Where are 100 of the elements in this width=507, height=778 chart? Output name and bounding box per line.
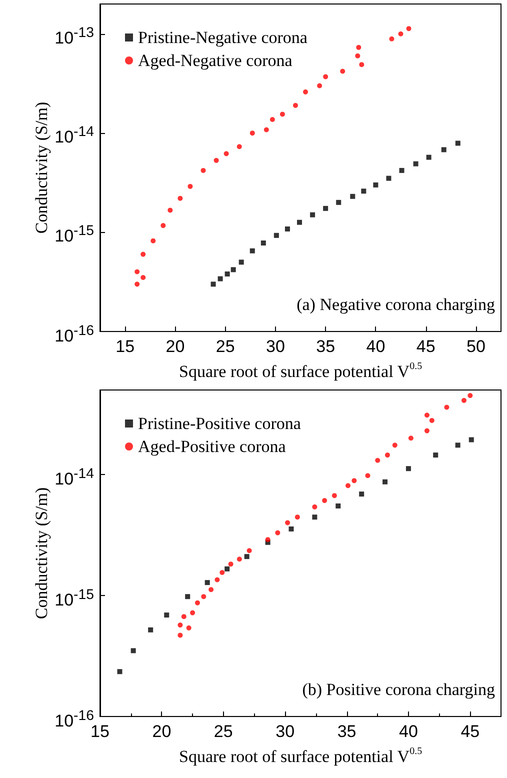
- point: [236, 144, 242, 150]
- point: [168, 208, 173, 213]
- annotation: (b) Positive corona charging: [302, 680, 496, 699]
- point: [238, 260, 244, 265]
- point: [190, 610, 196, 616]
- point: [201, 594, 206, 600]
- point: [350, 194, 356, 199]
- point: [332, 493, 337, 498]
- point: [224, 566, 230, 572]
- y-axis-title: Conductivity (S/m): [32, 102, 51, 234]
- x-tick-label: 30: [266, 337, 285, 356]
- point: [303, 89, 308, 94]
- point: [134, 282, 140, 287]
- point: [310, 212, 316, 218]
- point: [208, 587, 214, 592]
- point: [185, 594, 190, 600]
- point: [181, 614, 186, 620]
- point: [178, 632, 183, 638]
- point: [455, 442, 460, 448]
- point: [214, 577, 220, 582]
- point: [433, 452, 438, 458]
- x-tick-label: 25: [216, 337, 235, 356]
- point: [292, 102, 298, 108]
- point: [270, 117, 275, 122]
- point: [384, 452, 390, 458]
- point: [246, 548, 252, 554]
- point: [214, 158, 219, 163]
- point: [323, 74, 328, 80]
- annotation: (a) Negative corona charging: [296, 295, 496, 314]
- point: [148, 627, 154, 632]
- point: [280, 112, 285, 117]
- point: [356, 44, 362, 50]
- point: [200, 168, 206, 173]
- point: [224, 151, 229, 156]
- point: [285, 520, 290, 526]
- point: [340, 68, 346, 74]
- point: [296, 220, 302, 225]
- x-tick-label: 40: [366, 337, 386, 356]
- point: [359, 492, 364, 497]
- point: [140, 275, 146, 280]
- point: [468, 437, 474, 442]
- point: [224, 271, 230, 276]
- point: [386, 176, 392, 181]
- point: [424, 428, 430, 434]
- point: [260, 240, 266, 246]
- point: [336, 200, 342, 205]
- point: [284, 226, 290, 232]
- point: [288, 526, 294, 532]
- point: [323, 206, 328, 211]
- point: [218, 276, 223, 282]
- point: [468, 393, 473, 398]
- point: [150, 238, 156, 244]
- point: [373, 182, 378, 188]
- point: [164, 612, 170, 618]
- point: [399, 168, 404, 173]
- point: [244, 554, 250, 560]
- point: [294, 514, 300, 520]
- point: [382, 479, 388, 484]
- point: [204, 580, 210, 586]
- point: [274, 232, 279, 238]
- point: [455, 140, 460, 146]
- x-tick-label: 35: [337, 722, 356, 741]
- x-tick-label: 30: [276, 722, 295, 741]
- y-tick-label: 10$^{-13}$: [54, 24, 94, 49]
- point: [178, 622, 183, 628]
- point: [264, 127, 269, 132]
- point: [236, 556, 242, 562]
- point: [355, 53, 360, 58]
- point: [365, 473, 370, 478]
- y-tick-label: 10$^{-16}$: [54, 322, 94, 346]
- x-tick-label: 40: [399, 722, 418, 741]
- point: [220, 570, 225, 575]
- point: [140, 252, 146, 257]
- point: [250, 248, 255, 254]
- x-tick-label: 15: [90, 722, 110, 741]
- legend-label: Aged-Positive corona: [138, 437, 286, 456]
- point: [361, 188, 366, 194]
- point: [429, 418, 434, 423]
- point: [398, 31, 404, 36]
- legend-label: Pristine-Positive corona: [138, 414, 302, 433]
- y-axis-title: Conductivity (S/m): [32, 487, 51, 620]
- point: [444, 404, 450, 410]
- point: [359, 62, 364, 68]
- x-tick-label: 20: [152, 722, 172, 741]
- point: [352, 478, 357, 484]
- x-tick-label: 15: [116, 337, 135, 356]
- point: [186, 625, 192, 630]
- y-tick-label: 10$^{-14}$: [54, 123, 94, 148]
- legend-label: Aged-Negative corona: [138, 51, 293, 70]
- point: [130, 648, 136, 654]
- point: [406, 466, 411, 472]
- point: [413, 161, 418, 166]
- point: [461, 398, 466, 403]
- point: [375, 458, 380, 463]
- point: [406, 26, 412, 32]
- point: [160, 223, 166, 228]
- x-tick-label: 35: [316, 337, 336, 356]
- point: [250, 130, 255, 136]
- point: [317, 83, 322, 88]
- x-tick-label: 45: [460, 722, 480, 741]
